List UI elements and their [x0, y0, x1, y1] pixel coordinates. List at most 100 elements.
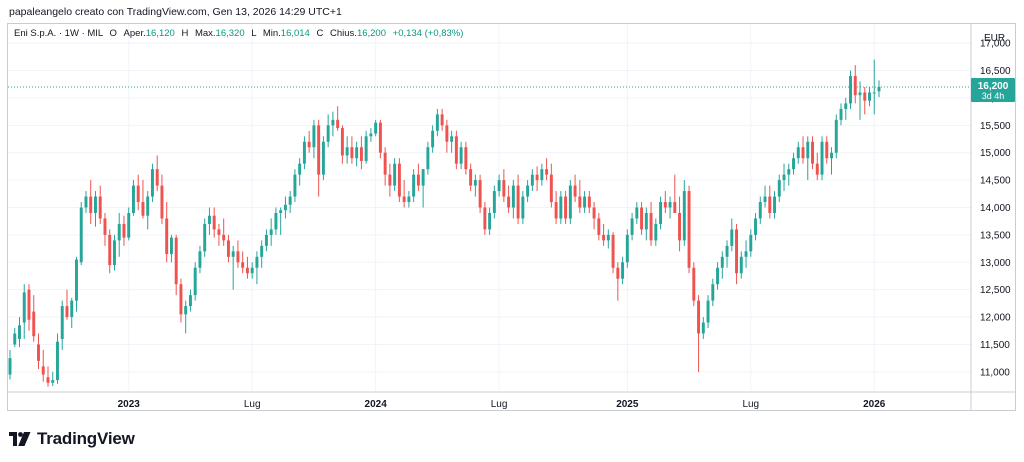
candle [720, 251, 724, 279]
price-tick-label: 11,500 [980, 340, 1010, 351]
candle-body [179, 284, 183, 315]
tradingview-logo[interactable]: TradingView [9, 429, 135, 449]
candle-body [782, 174, 786, 181]
candle [497, 174, 501, 197]
ohlc-legend: Eni S.p.A. · 1W · MIL O Aper.16,120 H Ma… [14, 28, 463, 39]
candle [673, 174, 677, 213]
candle-body [839, 108, 843, 120]
tradingview-logo-icon [9, 432, 31, 446]
candle [478, 174, 482, 213]
candle [744, 240, 748, 268]
time-tick-label: 2026 [863, 399, 886, 410]
candle [416, 163, 420, 192]
candle [711, 278, 715, 307]
candle [431, 125, 435, 153]
candle-body [787, 169, 791, 175]
legend-symbol[interactable]: Eni S.p.A. · 1W · MIL [14, 28, 103, 39]
candle-body [355, 147, 359, 159]
candle [369, 128, 373, 142]
price-tick-label: 16,500 [980, 66, 1011, 77]
candle [127, 207, 131, 241]
candle-body [336, 119, 340, 129]
candle-body [264, 234, 268, 246]
candle [336, 106, 340, 131]
candle [583, 191, 587, 213]
candle-body [697, 300, 701, 334]
candle [155, 155, 159, 192]
candle [853, 65, 857, 104]
candle [682, 180, 686, 246]
time-tick-label: Lug [244, 399, 261, 410]
price-tick-label: 15,500 [980, 121, 1011, 132]
candle-body [108, 234, 112, 266]
candle-body [811, 141, 814, 164]
candle-body [203, 223, 207, 252]
candle [796, 141, 800, 164]
candle [844, 97, 848, 120]
candle [179, 278, 183, 323]
candle [549, 163, 553, 208]
last-price-tag-bg [971, 77, 1015, 102]
candle-body [402, 196, 406, 203]
candle-body [521, 196, 525, 219]
candle-body [207, 215, 211, 224]
candle-body [545, 169, 549, 175]
candle [749, 229, 753, 257]
candle-body [516, 185, 520, 219]
chart-frame[interactable]: EUR 17,00016,50016,00015,50015,00014,500… [7, 23, 1016, 411]
candle-body [469, 169, 473, 186]
candle-body [65, 306, 69, 318]
candle [393, 158, 397, 192]
candle-body [416, 174, 420, 186]
candle [526, 180, 530, 203]
candlestick-chart[interactable]: EUR 17,00016,50016,00015,50015,00014,500… [8, 24, 1015, 410]
candle [70, 297, 74, 329]
candle-body [383, 152, 387, 175]
candle [768, 185, 772, 219]
candle [573, 174, 577, 203]
candle-body [630, 218, 634, 235]
candle-body [815, 163, 819, 175]
candle-body [744, 251, 748, 257]
legend-low-name: Min. [262, 28, 281, 39]
candle-body [165, 218, 169, 255]
legend-high-name: Max. [194, 28, 216, 39]
candle [516, 174, 520, 224]
candle [378, 119, 382, 159]
candle [445, 119, 449, 153]
currency-label[interactable]: EUR [984, 33, 1005, 44]
candle-body [663, 202, 667, 208]
candle [388, 163, 392, 197]
candle [464, 141, 468, 175]
candle-body [184, 306, 188, 315]
candle-body [236, 251, 240, 263]
candle [564, 191, 568, 224]
legend-close-value: 16,200 [356, 28, 386, 39]
candle-body [668, 202, 672, 208]
candle-body [678, 212, 682, 241]
candle-body [830, 152, 833, 159]
price-tick-label: 15,000 [980, 148, 1011, 159]
candle [773, 191, 777, 219]
candle-body [397, 163, 401, 197]
candle-body [150, 169, 154, 197]
candle-body [388, 174, 392, 186]
candle [321, 136, 325, 181]
candle [492, 185, 496, 219]
candle-body [198, 251, 202, 268]
candle-body [583, 196, 587, 208]
candle-body [245, 267, 249, 274]
candle-body [37, 344, 40, 361]
candle [13, 328, 17, 348]
candle-body [606, 234, 610, 241]
candle [625, 229, 629, 268]
candle [730, 218, 734, 252]
candle [122, 215, 126, 246]
candle [554, 191, 558, 224]
time-scale[interactable]: 2023 Lug 2024 Lug 2025 Lug 2026 [118, 399, 886, 410]
price-tick-label: 13,000 [980, 258, 1011, 269]
candle-body [174, 237, 178, 285]
candle-body [507, 196, 511, 208]
candle [231, 245, 235, 290]
candle-body [530, 174, 534, 186]
